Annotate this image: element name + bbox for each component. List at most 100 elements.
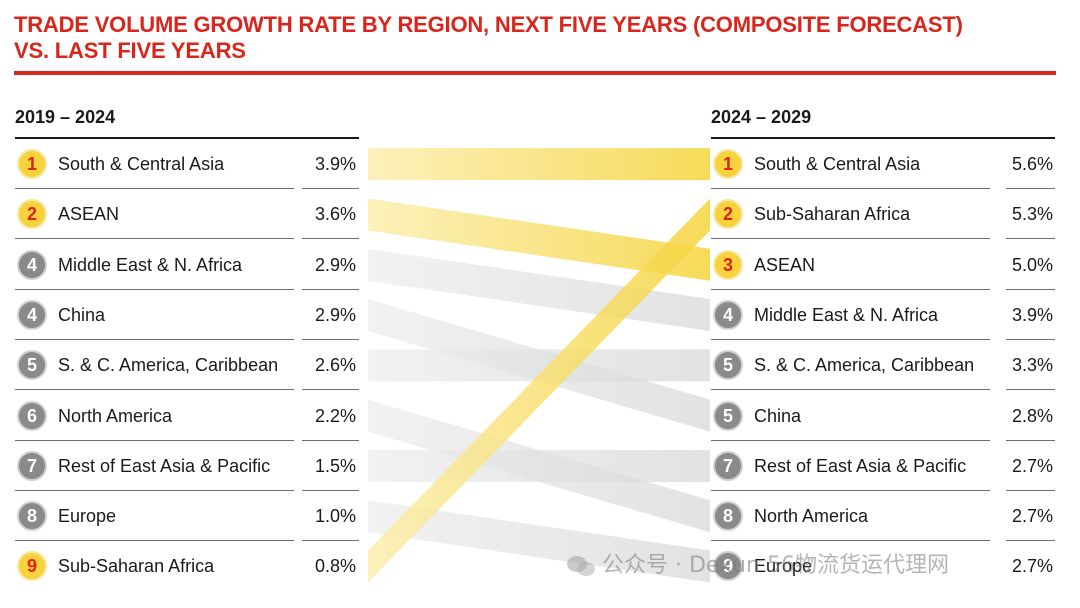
highlight-ribbon <box>368 148 710 181</box>
chart-title: TRADE VOLUME GROWTH RATE BY REGION, NEXT… <box>14 12 1054 64</box>
growth-value: 5.6% <box>1011 154 1053 174</box>
value-divider <box>1006 288 1055 290</box>
right-rank-row: 3 ASEAN 5.0% <box>711 240 1057 290</box>
rank-badge: 6 <box>17 400 47 431</box>
region-name: Europe <box>58 506 117 527</box>
region-name: China <box>58 304 106 325</box>
left-rank-row: 4 China 2.9% <box>15 290 360 340</box>
right-rank-row: 1 South & Central Asia 5.6% <box>711 139 1057 189</box>
value-divider <box>302 389 359 391</box>
row-divider <box>711 238 990 240</box>
left-rank-row: 1 South & Central Asia 3.9% <box>15 139 360 189</box>
value-divider <box>1006 188 1055 189</box>
left-rank-row: 6 North America 2.2% <box>15 391 360 441</box>
rank-badge: 5 <box>713 400 743 431</box>
row-divider <box>15 540 294 542</box>
value-divider <box>1006 238 1055 240</box>
growth-value: 0.8% <box>314 556 356 577</box>
rank-badge: 7 <box>17 450 47 481</box>
row-divider <box>711 439 990 441</box>
region-name: Rest of East Asia & Pacific <box>58 455 271 476</box>
row-divider <box>711 540 990 542</box>
right-column-header: 2024 – 2029 <box>711 107 812 127</box>
ribbon <box>368 349 710 382</box>
row-divider <box>711 288 990 290</box>
growth-value: 1.0% <box>314 506 356 527</box>
growth-value: 5.3% <box>1011 204 1053 225</box>
left-rank-row: 2 ASEAN 3.6% <box>15 189 360 240</box>
right-rank-row: 5 China 2.8% <box>711 391 1057 441</box>
right-rank-row: 8 North America 2.7% <box>711 491 1057 542</box>
growth-value: 3.9% <box>314 154 356 174</box>
rank-badge: 8 <box>17 501 47 532</box>
left-rank-row: 7 Rest of East Asia & Pacific 1.5% <box>15 441 360 491</box>
left-header-rule <box>15 137 359 139</box>
value-divider <box>1006 540 1055 542</box>
growth-value: 5.0% <box>1011 254 1053 275</box>
right-rank-row: 5 S. & C. America, Caribbean 3.3% <box>711 340 1057 391</box>
region-name: S. & C. America, Caribbean <box>58 355 279 376</box>
right-rank-row: 9 Europe 2.7% <box>711 541 1057 591</box>
value-divider <box>302 238 359 240</box>
row-divider <box>711 338 990 340</box>
row-divider <box>711 489 990 491</box>
rank-badge: 3 <box>713 249 743 280</box>
growth-value: 2.9% <box>314 254 356 275</box>
right-rank-row: 2 Sub-Saharan Africa 5.3% <box>711 189 1057 240</box>
right-header-rule <box>711 137 1055 139</box>
growth-value: 2.9% <box>314 304 356 325</box>
row-divider <box>711 188 990 189</box>
ribbon <box>368 500 710 583</box>
row-divider <box>15 338 294 340</box>
value-divider <box>302 439 359 441</box>
chart-title-line-1: TRADE VOLUME GROWTH RATE BY REGION, NEXT… <box>14 12 963 37</box>
row-divider <box>15 238 294 240</box>
growth-value: 1.5% <box>314 455 356 476</box>
rank-badge: 9 <box>17 551 47 582</box>
rank-badge: 2 <box>17 199 47 230</box>
rank-badge: 5 <box>713 350 743 381</box>
growth-value: 3.9% <box>1011 304 1053 325</box>
left-rank-row: 9 Sub-Saharan Africa 0.8% <box>15 541 360 591</box>
right-rank-row: 7 Rest of East Asia & Pacific 2.7% <box>711 441 1057 491</box>
ribbon <box>368 449 710 482</box>
row-divider <box>15 188 294 189</box>
value-divider <box>1006 389 1055 391</box>
highlight-ribbon <box>368 198 710 583</box>
region-name: S. & C. America, Caribbean <box>754 355 975 376</box>
growth-value: 3.3% <box>1011 355 1053 376</box>
highlight-ribbon <box>368 198 710 281</box>
row-divider <box>15 489 294 491</box>
rank-badge: 4 <box>17 299 47 330</box>
left-column-header: 2019 – 2024 <box>15 107 116 127</box>
region-name: ASEAN <box>754 254 816 275</box>
rank-badge: 1 <box>17 149 47 179</box>
region-name: South & Central Asia <box>58 154 225 174</box>
title-rule <box>14 71 1056 75</box>
rank-badge: 7 <box>713 450 743 481</box>
growth-value: 2.7% <box>1011 556 1053 577</box>
left-rank-row: 8 Europe 1.0% <box>15 491 360 542</box>
value-divider <box>1006 338 1055 340</box>
region-name: ASEAN <box>58 204 120 225</box>
value-divider <box>1006 439 1055 441</box>
row-divider <box>15 439 294 441</box>
region-name: Rest of East Asia & Pacific <box>754 455 967 476</box>
chart-title-line-2: VS. LAST FIVE YEARS <box>14 38 246 63</box>
value-divider <box>1006 489 1055 491</box>
watermark-text: 公众号 · Dexun 56物流货运代理网 <box>602 553 949 578</box>
region-name: North America <box>58 405 173 426</box>
value-divider <box>302 540 359 542</box>
rank-badge: 9 <box>713 551 743 582</box>
rank-badge: 5 <box>17 350 47 381</box>
rank-badge: 1 <box>713 149 743 179</box>
region-name: China <box>754 405 802 426</box>
rank-badge: 2 <box>713 199 743 230</box>
region-name: South & Central Asia <box>754 154 921 174</box>
rank-badge: 8 <box>713 501 743 532</box>
left-rank-row: 4 Middle East & N. Africa 2.9% <box>15 240 360 290</box>
growth-value: 2.7% <box>1011 455 1053 476</box>
value-divider <box>302 338 359 340</box>
growth-value: 2.7% <box>1011 506 1053 527</box>
